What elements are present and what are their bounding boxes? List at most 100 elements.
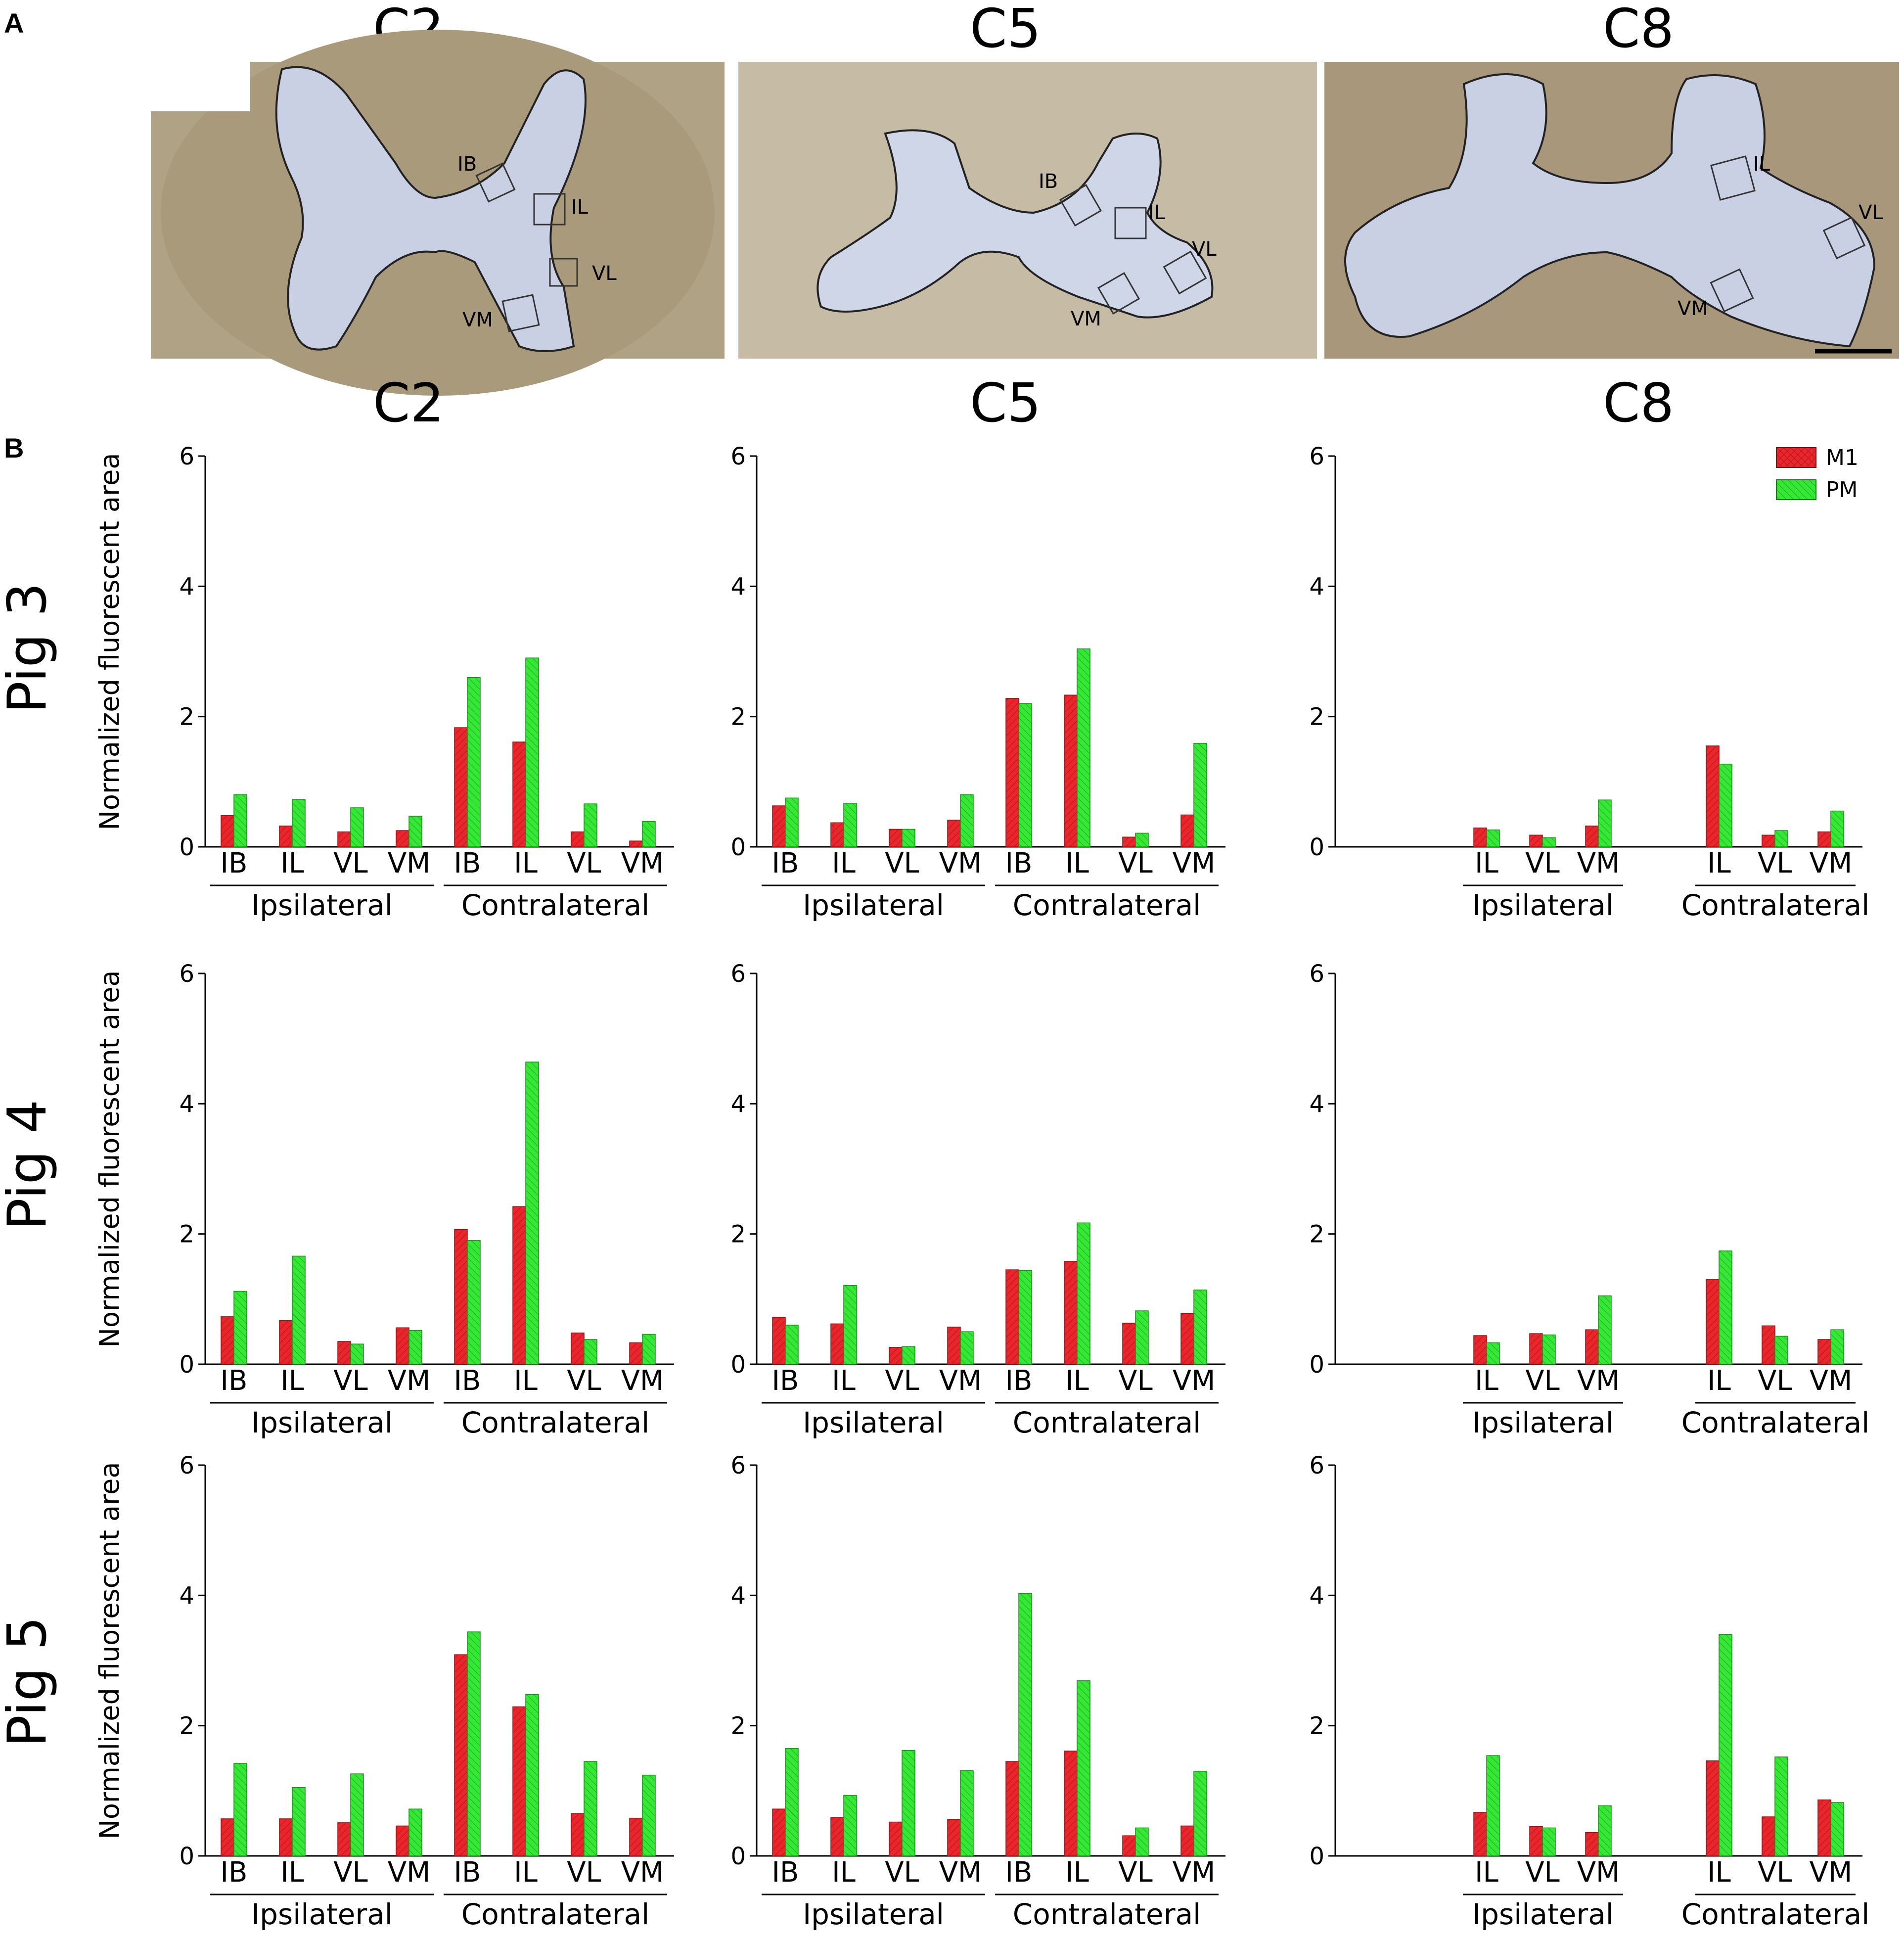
roi-box-vl [549,258,578,287]
bar-m1-vm [947,820,961,847]
bar-pm-il [1486,1342,1500,1365]
legend-label-m1: M1 [1826,445,1859,470]
x-tick-label: IB [772,1365,799,1397]
x-tick-label: VM [1577,1365,1620,1397]
x-tick-label: IL [280,847,304,879]
roi-box-ib [475,162,516,203]
chart-pig-3-c5: 0 2 4 6 IB IL VL VM IB IL VL VM Ipsilateral Contralat… [730,443,1225,922]
bar-pm-vl [1542,1335,1556,1365]
x-tick-label: IL [514,1856,538,1889]
x-tick-label: VL [885,1365,919,1397]
row-title-pig-3: Pig 3 [0,583,58,713]
bar-m1-vm [396,1327,409,1365]
bar-m1-ib [1005,1269,1019,1365]
group-label-ipsilateral: Ipsilateral [803,888,944,922]
x-tick-label: VM [1173,1365,1216,1397]
bar-pm-ib [1018,1270,1032,1365]
y-tick-label: 2 [179,1221,194,1248]
bar-pm-il [292,1787,306,1856]
bar-m1-ib [454,1229,468,1365]
x-tick-label: VL [1758,847,1792,879]
bar-pm-vl [350,1773,364,1856]
bar-pm-vl [350,1343,364,1365]
roi-box-vm [501,294,540,332]
y-tick-label: 4 [179,1090,194,1118]
bar-m1-vl [337,831,351,847]
y-tick-label: 4 [179,1582,194,1610]
x-tick-label: VM [621,1856,664,1889]
y-tick-label: 6 [1309,960,1324,988]
bar-m1-vm [629,840,643,847]
bar-pm-vm [408,1330,422,1365]
x-tick-label: VM [1810,1856,1853,1889]
group-label-contralateral: Contralateral [1013,888,1201,922]
group-label-contralateral: Contralateral [461,1897,649,1931]
bar-pm-ib [233,794,247,847]
x-tick-label: VL [333,847,368,879]
y-tick-label: 2 [1309,1221,1324,1248]
x-tick-label: VM [939,847,982,879]
x-tick-label: IL [1065,1365,1089,1397]
group-label-contralateral: Contralateral [1013,1897,1201,1931]
y-tick-label: 0 [730,1351,746,1379]
bar-m1-ib [1005,1761,1019,1856]
y-axis-label: Normalized fluorescent area [94,453,125,831]
bar-pm-vm [642,821,656,847]
roi-box-il [1114,207,1147,239]
bar-m1-il [830,1323,844,1365]
bar-m1-vl [337,1341,351,1365]
bar-pm-ib [467,1240,481,1365]
bar-m1-vm [1180,814,1194,847]
bar-pm-vm [1598,1295,1612,1365]
bar-pm-vl [902,1346,915,1365]
group-label-ipsilateral: Ipsilateral [1472,1406,1614,1439]
bar-m1-vl [1122,1323,1136,1365]
bar-pm-ib [467,677,481,847]
bar-m1-ib [1005,698,1019,847]
bar-pm-vm [960,1331,974,1365]
bar-m1-vm [1817,1339,1831,1365]
x-tick-label: IB [1005,1365,1033,1397]
group-label-contralateral: Contralateral [461,888,649,922]
chart-pig-3-c8: 0 2 4 6 IL VL VM IL VL VM Ipsilateral Contralateral [1309,443,1869,922]
bar-pm-ib [785,797,799,847]
x-tick-label: VM [388,1365,431,1397]
bar-m1-il [1473,828,1487,847]
x-tick-label: IL [514,847,538,879]
x-tick-label: VL [333,1365,368,1397]
bar-m1-ib [772,1317,786,1365]
bar-m1-vm [396,1825,409,1856]
roi-label-il: IL [1753,153,1770,176]
bar-pm-il [1077,648,1090,847]
bar-pm-vm [960,1770,974,1856]
bar-pm-vm [960,794,974,847]
y-tick-label: 2 [730,1221,746,1248]
y-tick-label: 4 [1309,1090,1324,1118]
x-tick-label: IL [1065,847,1089,879]
bar-m1-vm [947,1819,961,1856]
roi-label-vl: VL [1192,238,1217,261]
x-tick-label: IB [221,1365,248,1397]
bar-m1-vl [1762,834,1775,847]
bar-pm-il [843,1795,857,1856]
x-tick-label: VM [1810,847,1853,879]
roi-label-il: IL [571,196,589,219]
x-tick-label: IL [1707,847,1731,879]
bar-m1-vl [1762,1325,1775,1365]
roi-label-vm: VM [462,309,493,331]
y-tick-label: 4 [730,1582,746,1610]
chart-pig-3-c2: 0 2 4 6 Normalized fluorescent area IB IL VL VM I… [94,443,674,922]
bar-pm-il [1719,1634,1732,1856]
y-tick-label: 0 [1309,1351,1324,1379]
bar-pm-il [1486,830,1500,847]
chart-pig-5-c8: 0 2 4 6 IL VL VM IL VL VM Ipsilateral Contralateral [1309,1452,1869,1931]
bar-m1-il [512,741,526,847]
bar-m1-vm [947,1327,961,1365]
grey-matter-outline [1344,73,1876,348]
bar-pm-il [292,799,306,847]
x-tick-label: IL [514,1365,538,1397]
bar-m1-ib [454,727,468,847]
y-tick-label: 6 [730,1452,746,1479]
bar-m1-vl [337,1822,351,1856]
